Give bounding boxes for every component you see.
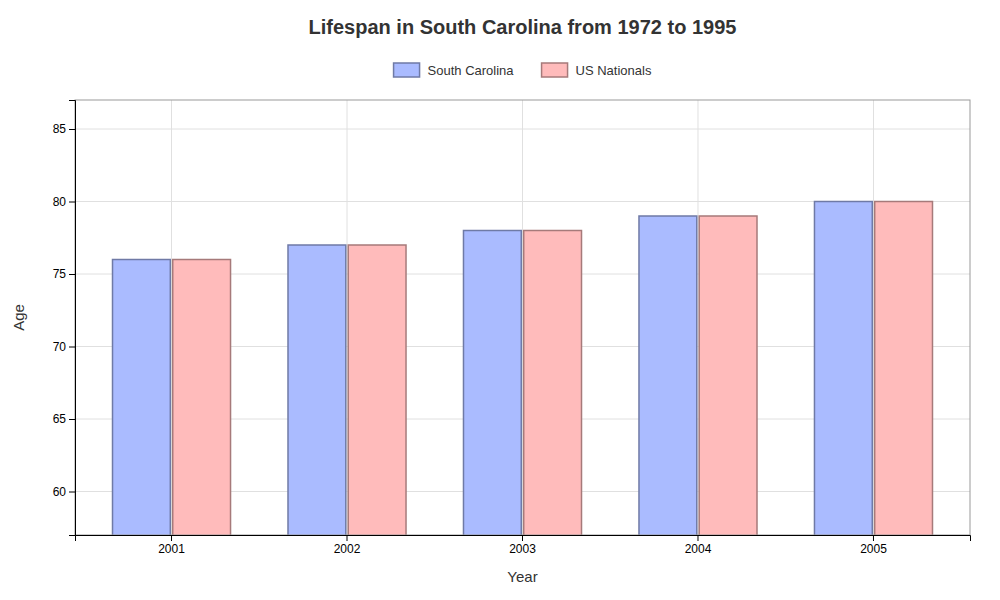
legend-label: US Nationals (576, 63, 652, 78)
tick-mark (171, 535, 172, 541)
legend-swatch (542, 63, 568, 77)
plot-area: 2001 2002 2003 2004 2005 60 65 70 75 80 85 (53, 100, 971, 600)
bar (814, 202, 872, 536)
y-axis-label: Age (10, 304, 27, 331)
tick-mark (347, 535, 348, 541)
title: Lifespan in South Carolina from 1972 to … (309, 16, 737, 38)
bar (524, 231, 582, 536)
tick-label: 2003 (509, 542, 536, 556)
x-axis-label: Year (507, 568, 537, 585)
tick: 80 (53, 195, 75, 209)
tick-label: 2005 (860, 542, 887, 556)
legend-item: US Nationals (542, 63, 652, 78)
tick: 2005 (860, 535, 887, 556)
tick-label: 75 (53, 267, 67, 281)
legend-label: South Carolina (428, 63, 515, 78)
tick-mark (697, 535, 698, 541)
tick-label: 2002 (334, 542, 361, 556)
tick: 65 (53, 412, 75, 426)
tick-label: 60 (53, 485, 67, 499)
legend-swatch (394, 63, 420, 77)
grid-line (522, 100, 523, 535)
tick: 85 (53, 122, 75, 136)
grid-line (697, 100, 698, 535)
bar (173, 260, 231, 536)
tick: 2003 (509, 535, 536, 556)
bar (699, 216, 757, 535)
grid-line (873, 100, 874, 535)
tick-mark (873, 535, 874, 541)
bar (348, 245, 406, 535)
bar (288, 245, 346, 535)
tick: 60 (53, 485, 75, 499)
tick-mark (69, 419, 75, 420)
tick-mark (522, 535, 523, 541)
tick-label: 2001 (158, 542, 185, 556)
tick-label: 85 (53, 122, 67, 136)
tick: 70 (53, 340, 75, 354)
legend: South Carolina US Nationals (394, 63, 652, 78)
x-axis: 2001 2002 2003 2004 2005 (76, 535, 971, 556)
bar (875, 202, 933, 536)
tick-mark (69, 274, 75, 275)
axis-line (69, 101, 76, 536)
tick: 2001 (158, 535, 185, 556)
bar (463, 231, 521, 536)
y-axis: 60 65 70 75 80 85 (53, 101, 76, 536)
tick-label: 65 (53, 412, 67, 426)
legend-item: South Carolina (394, 63, 515, 78)
tick-mark (69, 129, 75, 130)
plot-frame (75, 100, 970, 535)
tick-mark (69, 492, 75, 493)
tick-mark (69, 347, 75, 348)
tick-label: 70 (53, 340, 67, 354)
tick-label: 80 (53, 195, 67, 209)
tick: 2004 (685, 535, 712, 556)
bars (113, 202, 933, 536)
tick: 2002 (334, 535, 361, 556)
axis-line (76, 536, 971, 542)
tick-label: 2004 (685, 542, 712, 556)
grid-line (347, 100, 348, 535)
tick-mark (69, 202, 75, 203)
bar (113, 260, 171, 536)
chart: 2001 2002 2003 2004 2005 60 65 70 75 80 85 Lifespan… (0, 0, 1000, 600)
tick: 75 (53, 267, 75, 281)
grid-line (171, 100, 172, 535)
bar (639, 216, 697, 535)
